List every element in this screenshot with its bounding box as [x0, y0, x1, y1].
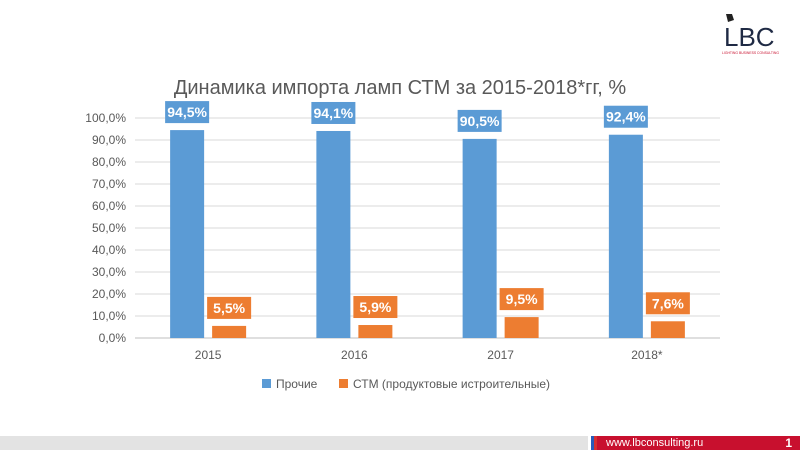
bar-stm-2018	[650, 321, 685, 338]
chart-bars: 94,5% 5,5% 94,1% 5,9% 90,5% 9,5% 92,4% 7,6%	[165, 101, 690, 338]
footer-accent-bar	[597, 436, 800, 450]
lbc-logo: LBC LIGHTING BUSINESS CONSULTING	[722, 14, 779, 55]
footer-bar	[0, 436, 588, 450]
data-label-box	[207, 296, 252, 319]
legend-swatch	[339, 379, 348, 388]
y-tick-label: 90,0%	[92, 133, 126, 147]
data-label-box	[499, 288, 544, 311]
data-label: 90,5%	[460, 113, 500, 129]
y-tick-label: 80,0%	[92, 155, 126, 169]
y-tick-label: 30,0%	[92, 265, 126, 279]
data-label: 7,6%	[652, 295, 684, 311]
bar-other-2015	[170, 130, 205, 338]
data-label-box	[353, 296, 398, 319]
y-tick-label: 60,0%	[92, 199, 126, 213]
flag-icon	[588, 436, 597, 450]
bar-other-2018	[608, 134, 643, 338]
lamp-icon	[726, 14, 734, 22]
y-tick-label: 100,0%	[85, 111, 126, 125]
logo-text: LBC	[724, 22, 775, 52]
data-label: 94,1%	[314, 105, 354, 121]
y-axis-ticks: 0,0% 10,0% 20,0% 30,0% 40,0% 50,0% 60,0% 70,0% 8…	[85, 111, 126, 345]
x-tick-label: 2018*	[631, 348, 663, 362]
y-tick-label: 50,0%	[92, 221, 126, 235]
data-label-box	[311, 101, 356, 124]
y-tick-label: 0,0%	[99, 331, 127, 345]
data-label: 92,4%	[606, 109, 646, 125]
data-label-box	[165, 101, 210, 124]
legend-label: Прочие	[276, 377, 318, 391]
data-label: 9,5%	[506, 291, 538, 307]
y-tick-label: 20,0%	[92, 287, 126, 301]
data-label: 5,5%	[213, 300, 245, 316]
x-axis-ticks: 2015 2016 2017 2018*	[195, 348, 663, 362]
footer-url-link[interactable]: www.lbconsulting.ru	[606, 437, 704, 449]
legend-label: СТМ (продуктовые истроительные)	[353, 377, 550, 391]
bar-other-2016	[316, 130, 351, 338]
data-label-box	[603, 105, 648, 128]
x-tick-label: 2016	[341, 348, 368, 362]
data-label: 5,9%	[359, 299, 391, 315]
bar-other-2017	[462, 138, 497, 338]
bar-stm-2017	[504, 317, 539, 338]
y-tick-label: 10,0%	[92, 309, 126, 323]
y-tick-label: 40,0%	[92, 243, 126, 257]
x-tick-label: 2017	[487, 348, 514, 362]
y-tick-label: 70,0%	[92, 177, 126, 191]
data-label: 94,5%	[167, 104, 207, 120]
bar-stm-2015	[212, 325, 247, 338]
logo-tagline: LIGHTING BUSINESS CONSULTING	[722, 51, 779, 55]
legend-swatch	[262, 379, 271, 388]
chart-legend: Прочие СТМ (продуктовые истроительные)	[262, 377, 550, 391]
data-label-box	[457, 109, 502, 132]
data-label-box	[645, 292, 690, 315]
chart-title: Динамика импорта ламп СТМ за 2015-2018*г…	[174, 77, 627, 99]
page-number: 1	[785, 436, 792, 450]
x-tick-label: 2015	[195, 348, 222, 362]
bar-stm-2016	[358, 325, 393, 338]
